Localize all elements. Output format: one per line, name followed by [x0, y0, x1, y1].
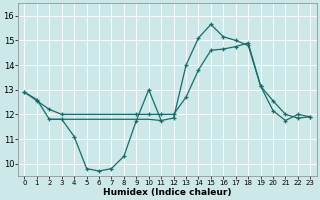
X-axis label: Humidex (Indice chaleur): Humidex (Indice chaleur) — [103, 188, 232, 197]
